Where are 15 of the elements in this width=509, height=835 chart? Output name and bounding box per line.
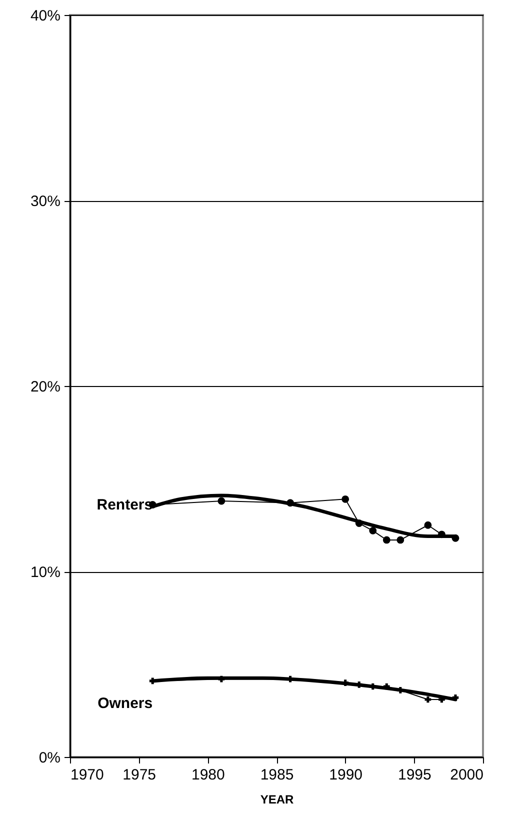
x-tick-label: 1970	[70, 766, 104, 784]
series-label: Renters	[96, 496, 153, 514]
x-tick-label: 1975	[122, 766, 156, 784]
y-tick-label: 0%	[38, 750, 60, 766]
y-tick-label: 20%	[30, 378, 60, 396]
x-tick-label: 1995	[398, 766, 432, 784]
x-tick-label: 1990	[329, 766, 363, 784]
series-label: Owners	[98, 694, 153, 712]
x-tick-label: 1985	[260, 766, 294, 784]
y-tick-label: 30%	[30, 193, 60, 210]
x-tick-label: 2000	[450, 766, 484, 784]
y-tick-label: 40%	[30, 8, 60, 24]
y-tick-label: 10%	[30, 564, 60, 581]
x-tick-label: 1980	[191, 766, 225, 784]
x-axis-title: YEAR	[260, 792, 294, 806]
